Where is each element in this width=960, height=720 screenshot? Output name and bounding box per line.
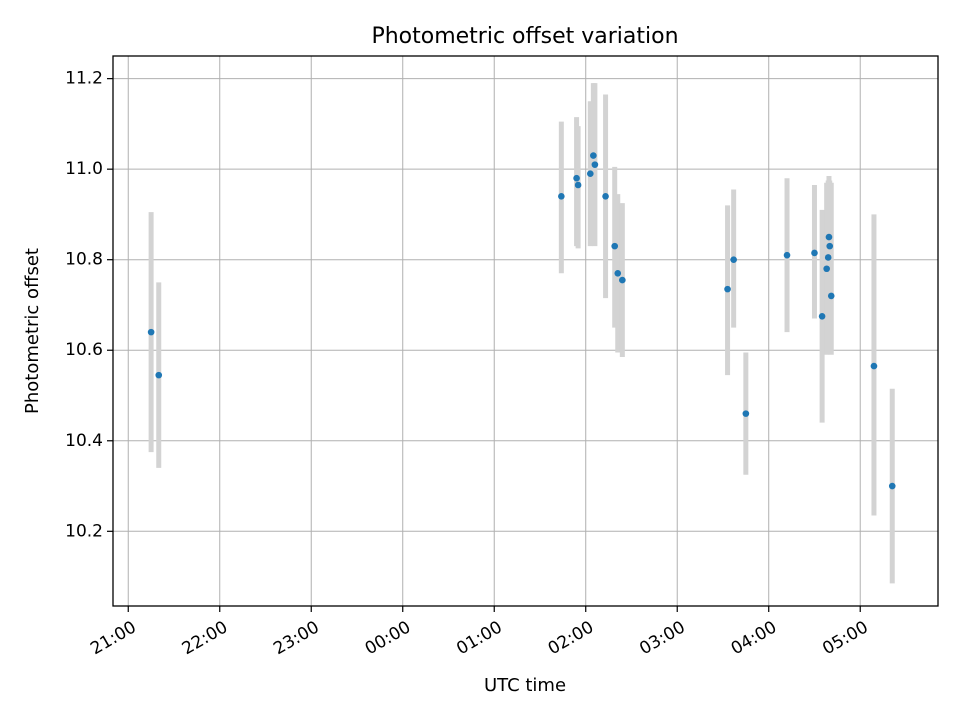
x-tick-label: 05:00 [819,617,871,659]
y-tick-label: 11.2 [65,69,103,89]
data-point [724,285,731,293]
data-point [827,292,835,300]
data-point [783,251,791,259]
data-point [818,312,826,320]
data-point [742,410,750,417]
data-point [888,482,896,490]
x-tick-label: 02:00 [545,617,597,659]
y-tick-label: 10.2 [65,521,103,541]
y-tick-label: 10.4 [65,431,103,451]
data-point [611,242,619,250]
error-bars [148,83,895,584]
x-tick-label: 23:00 [270,617,322,659]
grid [113,56,938,606]
chart-title: Photometric offset variation [371,24,678,49]
x-tick-label: 03:00 [636,617,688,659]
data-point [619,276,626,284]
y-axis-ticks: 10.2 10.4 10.6 10.8 11.0 11.2 [65,69,113,541]
y-tick-label: 10.8 [65,250,103,270]
x-tick-label: 21:00 [87,617,139,659]
data-point [573,174,580,182]
data-point [558,193,565,200]
y-tick-label: 11.0 [65,159,103,179]
x-axis-label: UTC time [484,675,566,696]
y-tick-label: 10.6 [65,340,103,360]
data-point [614,269,622,277]
data-point [730,256,737,264]
data-point [826,242,834,250]
x-tick-label: 04:00 [728,617,780,659]
y-axis-label: Photometric offset [22,248,43,414]
data-point [155,371,163,379]
data-point [602,193,609,200]
data-point [587,170,594,177]
data-point [574,181,582,189]
data-point [823,265,830,273]
x-tick-label: 22:00 [179,617,231,659]
data-point [590,152,597,159]
data-points [147,152,896,490]
data-point [591,161,599,168]
plot-frame [112,55,939,607]
x-tick-label: 01:00 [453,617,505,659]
x-tick-label: 00:00 [362,617,414,659]
data-point [825,233,833,241]
data-point [870,362,878,370]
data-point [147,328,155,336]
x-axis-ticks: 21:00 22:00 23:00 00:00 01:00 02:00 03:00 04:00… [87,606,872,659]
data-point [824,254,832,261]
data-point [811,249,818,257]
